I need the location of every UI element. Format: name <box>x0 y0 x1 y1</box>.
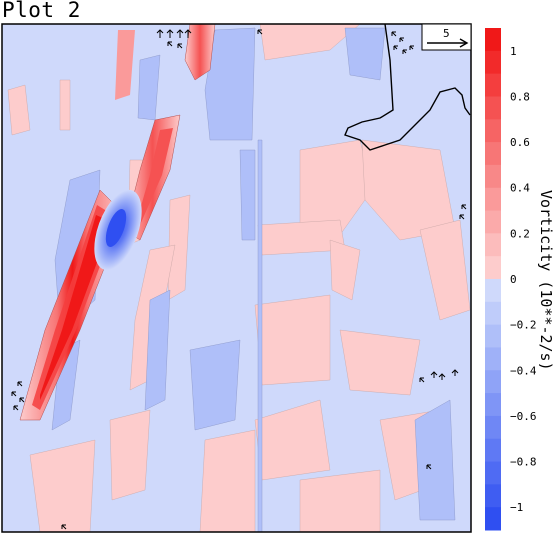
colorbar-level <box>485 507 501 531</box>
colorbar-level <box>485 415 501 440</box>
colorbar-tick-label: 0.6 <box>510 136 530 149</box>
colorbar-tick-label: 0.2 <box>510 227 530 240</box>
colorbar-level <box>485 347 501 371</box>
colorbar-level <box>485 324 501 348</box>
colorbar-level <box>485 73 501 97</box>
colorbar-level <box>485 96 501 120</box>
colorbar-tick-label: 0.8 <box>510 90 530 103</box>
colorbar-level <box>485 210 501 234</box>
colorbar-tick-label: 0.4 <box>510 182 530 195</box>
colorbar-level <box>485 438 501 463</box>
colorbar-level <box>485 164 501 189</box>
colorbar-level <box>485 301 501 326</box>
red-band-upper <box>184 24 216 81</box>
plot-title: Plot 2 <box>2 0 81 22</box>
colorbar-tick-label: −0.4 <box>510 364 537 377</box>
vorticity-field <box>2 24 471 532</box>
colorbar-level <box>485 393 501 417</box>
colorbar-level <box>485 461 501 485</box>
colorbar-level <box>485 28 501 52</box>
colorbar-tick-label: −0.6 <box>510 410 537 423</box>
colorbar: 1 0.8 0.6 0.4 0.2 0 −0.2 −0.4 −0.6 −0.8 −1 <box>485 28 537 531</box>
colorbar-level <box>485 142 501 166</box>
colorbar-level <box>485 279 501 303</box>
colorbar-level <box>485 256 501 280</box>
reference-vector: 5 <box>421 23 472 51</box>
colorbar-level <box>485 233 501 257</box>
colorbar-tick-label: 1 <box>510 45 517 58</box>
colorbar-level <box>485 187 501 212</box>
colorbar-level <box>485 50 501 75</box>
colorbar-tick-label: −0.2 <box>510 319 537 332</box>
coastline <box>344 24 471 151</box>
plot-frame <box>1 23 472 533</box>
wind-vectors <box>11 29 467 530</box>
colorbar-label: Vorticity (10**-2/s) <box>537 190 555 371</box>
colorbar-tick-label: −0.8 <box>510 456 537 469</box>
colorbar-tick-label: 0 <box>510 273 517 286</box>
reference-vector-label: 5 <box>443 27 450 40</box>
colorbar-level <box>485 119 501 143</box>
colorbar-level <box>485 370 501 394</box>
colorbar-level <box>485 484 501 508</box>
colorbar-tick-label: −1 <box>510 501 523 514</box>
